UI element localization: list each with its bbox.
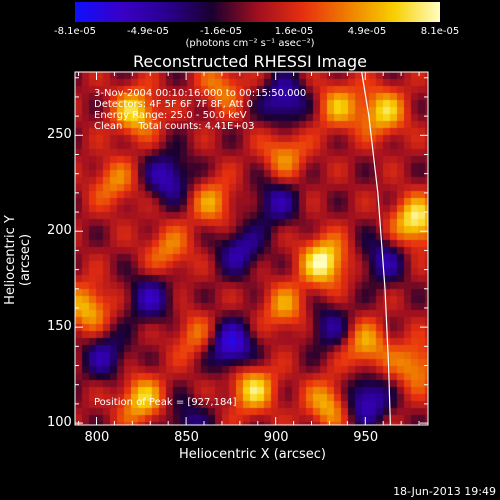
x-axis-label: Heliocentric X (arcsec) (179, 447, 326, 462)
y-axis-label: Heliocentric Y (arcsec) (3, 215, 33, 305)
y-tick-label: 200 (47, 223, 72, 239)
x-tick-label: 900 (263, 430, 289, 445)
heatmap-image (75, 72, 428, 425)
colorbar-tick-label: -8.1e-05 (54, 26, 96, 37)
y-tick-label: 150 (47, 319, 72, 335)
x-tick-label: 950 (353, 430, 379, 445)
chart-title: Reconstructed RHESSI Image (133, 52, 367, 71)
colorbar-tick-label: 8.1e-05 (420, 26, 460, 37)
x-tick-label: 800 (84, 430, 110, 445)
solar-limb-line (361, 71, 391, 426)
colorbar-tick-label: 4.9e-05 (347, 26, 387, 37)
colorbar (75, 2, 440, 22)
plot-frame (74, 71, 429, 426)
timestamp: 18-Jun-2013 19:49 (393, 485, 496, 498)
annotation-detectors: Detectors: 4F 5F 6F 7F 8F, Att 0 (94, 99, 254, 110)
x-tick-label: 850 (174, 430, 199, 445)
colorbar-units: (photons cm⁻² s⁻¹ asec⁻²) (185, 38, 315, 49)
annotation-time-range: 3-Nov-2004 00:10:16.000 to 00:15:50.000 (94, 88, 307, 99)
colorbar-tick-label: -1.6e-05 (200, 26, 242, 37)
annotation-peak: Position of Peak = [927,184] (94, 397, 237, 408)
colorbar-tick-label: 1.6e-05 (274, 26, 314, 37)
annotation-counts: Clean Total counts: 4.41E+03 (94, 121, 255, 132)
y-tick-label: 250 (47, 127, 72, 143)
y-tick-label: 100 (47, 415, 72, 431)
annotation-energy: Energy Range: 25.0 - 50.0 keV (94, 110, 247, 121)
colorbar-tick-label: -4.9e-05 (127, 26, 169, 37)
